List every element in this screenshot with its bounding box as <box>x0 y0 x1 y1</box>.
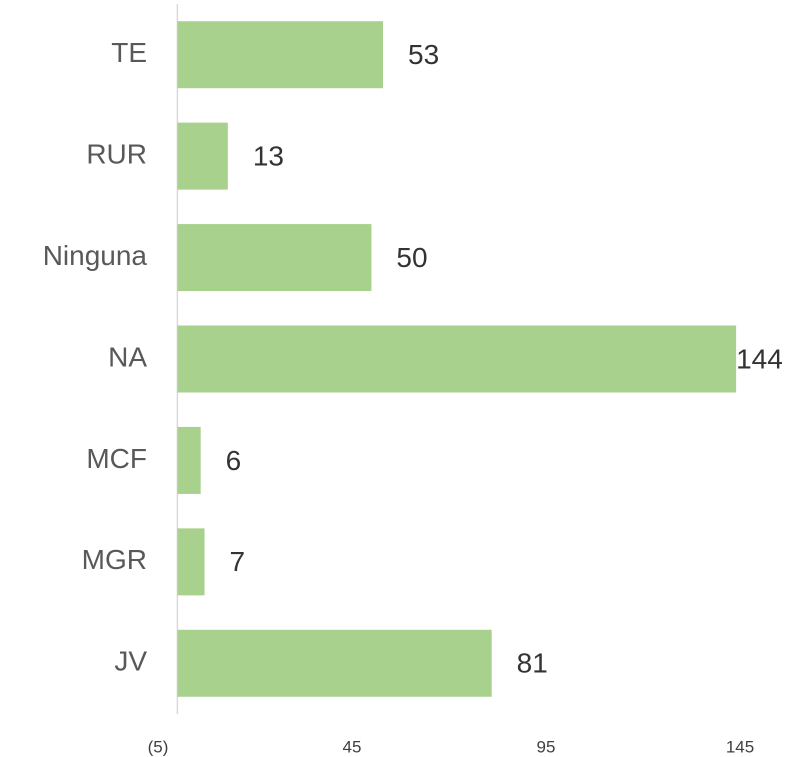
bar <box>177 629 492 697</box>
y-tick-label: NA <box>108 341 147 372</box>
y-tick-label: TE <box>111 37 147 68</box>
bar <box>177 325 737 393</box>
y-tick-label: MGR <box>82 544 147 575</box>
bar <box>177 426 201 494</box>
y-tick-label: RUR <box>86 139 147 170</box>
y-tick-label: MCF <box>86 443 147 474</box>
value-label: 53 <box>408 39 439 70</box>
value-label: 50 <box>396 242 427 273</box>
value-label: 6 <box>226 445 242 476</box>
value-label: 81 <box>517 648 548 679</box>
value-label: 13 <box>253 141 284 172</box>
bar <box>177 21 384 89</box>
value-label: 144 <box>736 343 783 374</box>
x-tick-label: 45 <box>343 737 362 756</box>
bar <box>177 122 228 190</box>
x-tick-label: 95 <box>537 737 556 756</box>
x-tick-label: 145 <box>726 737 754 756</box>
y-tick-label: Ninguna <box>43 240 148 271</box>
bar <box>177 224 372 292</box>
value-label: 7 <box>230 546 246 577</box>
bar <box>177 528 205 596</box>
y-tick-label: JV <box>114 646 147 677</box>
x-tick-label: (5) <box>148 737 169 756</box>
